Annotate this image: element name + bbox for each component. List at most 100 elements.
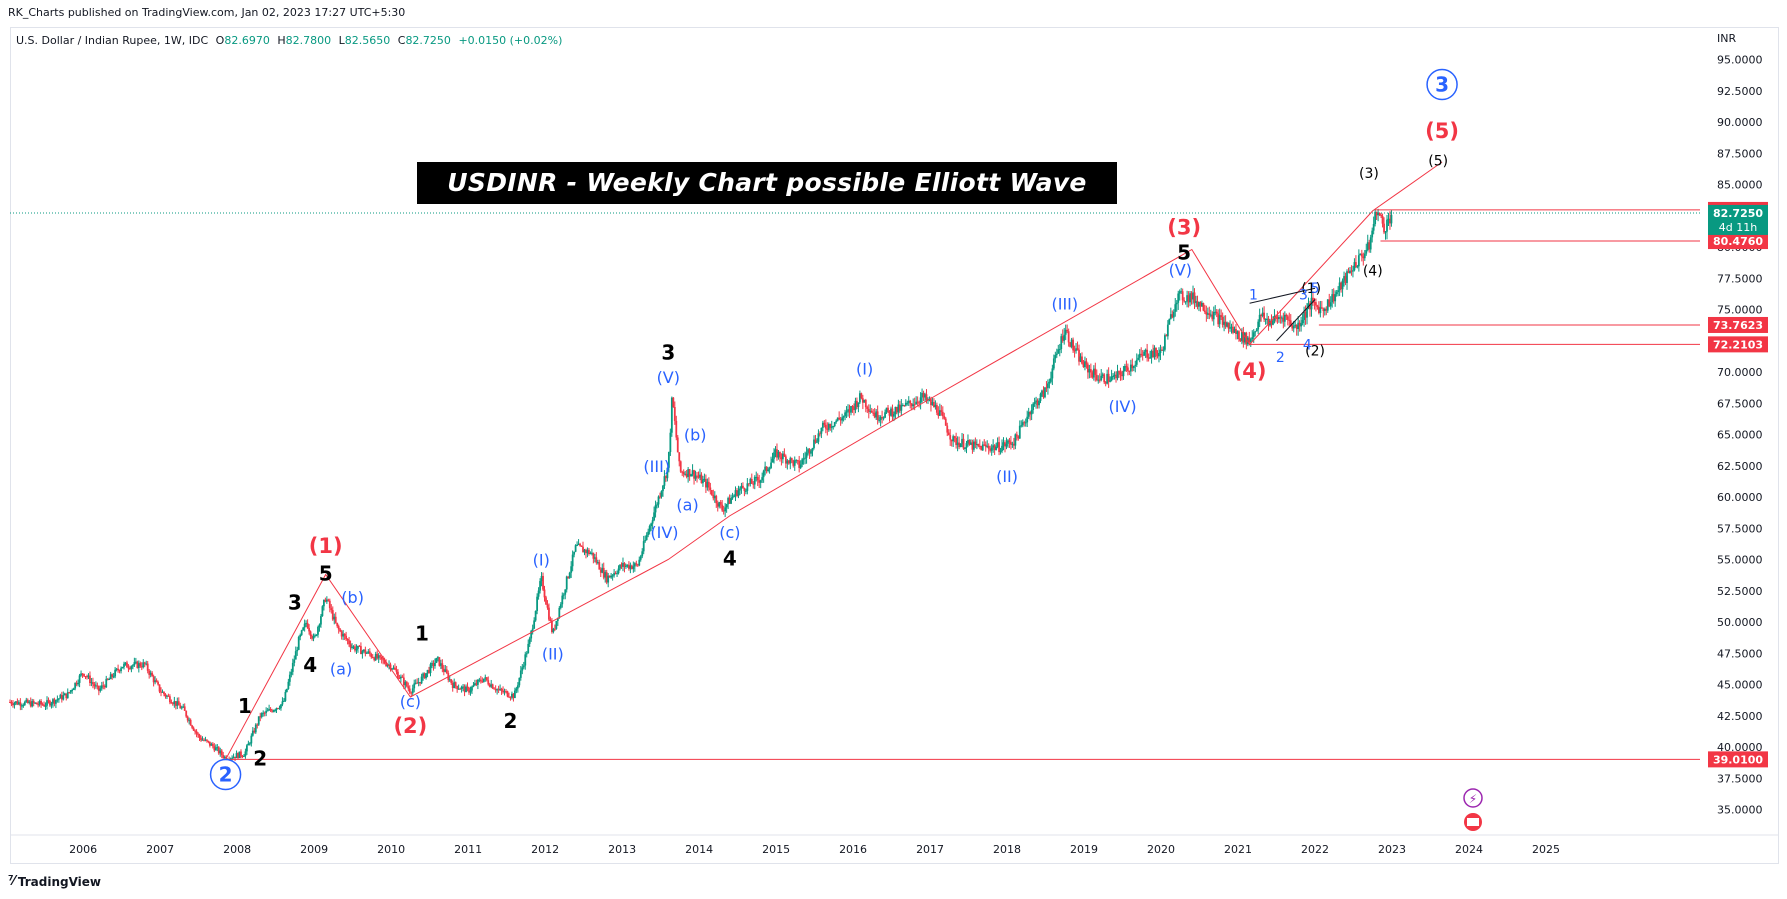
candle-body [376,653,379,659]
candle-body [885,407,888,413]
candle-body [1372,224,1375,231]
candle-body [896,406,898,413]
candle-body [342,633,345,637]
y-tick-label: 70.0000 [1717,366,1763,379]
candle-body [475,683,478,685]
y-tick-label: 62.5000 [1717,460,1763,473]
wave-label: (I) [856,359,873,378]
candle-body [564,589,567,595]
candle-body [405,681,408,687]
candle-body [565,576,568,590]
candle-body [197,733,199,735]
candle-body [1109,380,1112,382]
candle-body [1166,324,1169,337]
horizontal-levels-layer [10,209,1700,760]
candle-body [1002,442,1005,446]
candle-body [909,400,912,404]
candle-body [413,683,416,689]
candle-body [704,478,707,488]
open-value: 82.6970 [224,34,270,47]
candle-body [481,681,484,683]
flag-stripe [1467,818,1479,826]
candle-body [50,703,53,706]
candle-body [1180,291,1183,293]
candle-body [1350,270,1353,272]
y-tick-label: 50.0000 [1717,616,1763,629]
candle-body [839,419,842,421]
candle-body [1214,311,1217,313]
candle-body [497,689,500,691]
candle-body [759,480,762,483]
candle-body [49,701,51,706]
candle-body [1183,300,1186,302]
tradingview-logo-icon: ⁷⁄ [8,874,15,889]
chart-frame[interactable] [10,27,1779,864]
candle-body [1217,313,1220,325]
candle-body [432,662,435,667]
candle-body [1215,311,1218,314]
candle-body [1161,349,1163,351]
candle-body [593,557,596,559]
candle-body [210,743,213,746]
candle-body [762,470,765,478]
candle-body [157,682,159,685]
candle-body [798,460,801,468]
candle-body [46,700,48,706]
candle-body [1073,350,1076,352]
candle-body [340,631,343,637]
candle-body [789,458,792,464]
candle-body [1235,328,1237,335]
candle-body [626,564,629,566]
candle-body [784,456,787,464]
candle-body [1199,302,1202,307]
candle-body [961,438,963,444]
candle-body [99,688,102,691]
high-label: H [277,34,286,47]
candle-body [485,677,488,681]
candle-body [1263,312,1266,320]
candle-body [1004,442,1006,447]
candle-body [411,688,414,694]
candle-body [169,696,171,703]
candle-body [9,702,11,703]
candle-body [1282,317,1285,322]
candle-body [1029,411,1032,415]
candle-body [454,682,457,686]
candle-body [240,751,242,756]
candle-body [10,702,13,704]
candle-body [213,746,216,751]
candle-body [807,449,809,453]
candle-body [771,458,774,463]
candle-body [453,682,456,689]
candle-body [92,682,94,685]
candle-body [919,397,922,403]
candle-body [284,691,287,701]
candle-body [148,670,151,675]
candle-body [1289,320,1292,325]
candle-body [512,693,515,699]
candle-body [884,412,886,418]
candle-body [644,539,647,542]
candle-body [1082,363,1085,368]
candle-body [707,481,710,488]
candle-body [873,412,876,418]
y-tick-label: 52.5000 [1717,585,1763,598]
candle-body [16,701,19,705]
candle-body [872,412,875,414]
candle-body [604,572,607,578]
candle-body [764,466,767,471]
wave-label: (3) [1167,215,1201,239]
wave-label: (3) [1359,166,1379,182]
tradingview-logo[interactable]: ⁷⁄ TradingView [8,874,101,889]
candle-body [1328,299,1331,307]
candle-body [34,702,37,704]
wave-label: 5 [1177,240,1191,264]
candle-body [1138,353,1141,358]
candle-body [37,704,40,706]
candle-body [853,406,855,411]
candle-body [1069,342,1072,347]
y-tick-label: 77.5000 [1717,272,1763,285]
candle-body [56,699,59,701]
candle-body [431,662,433,665]
